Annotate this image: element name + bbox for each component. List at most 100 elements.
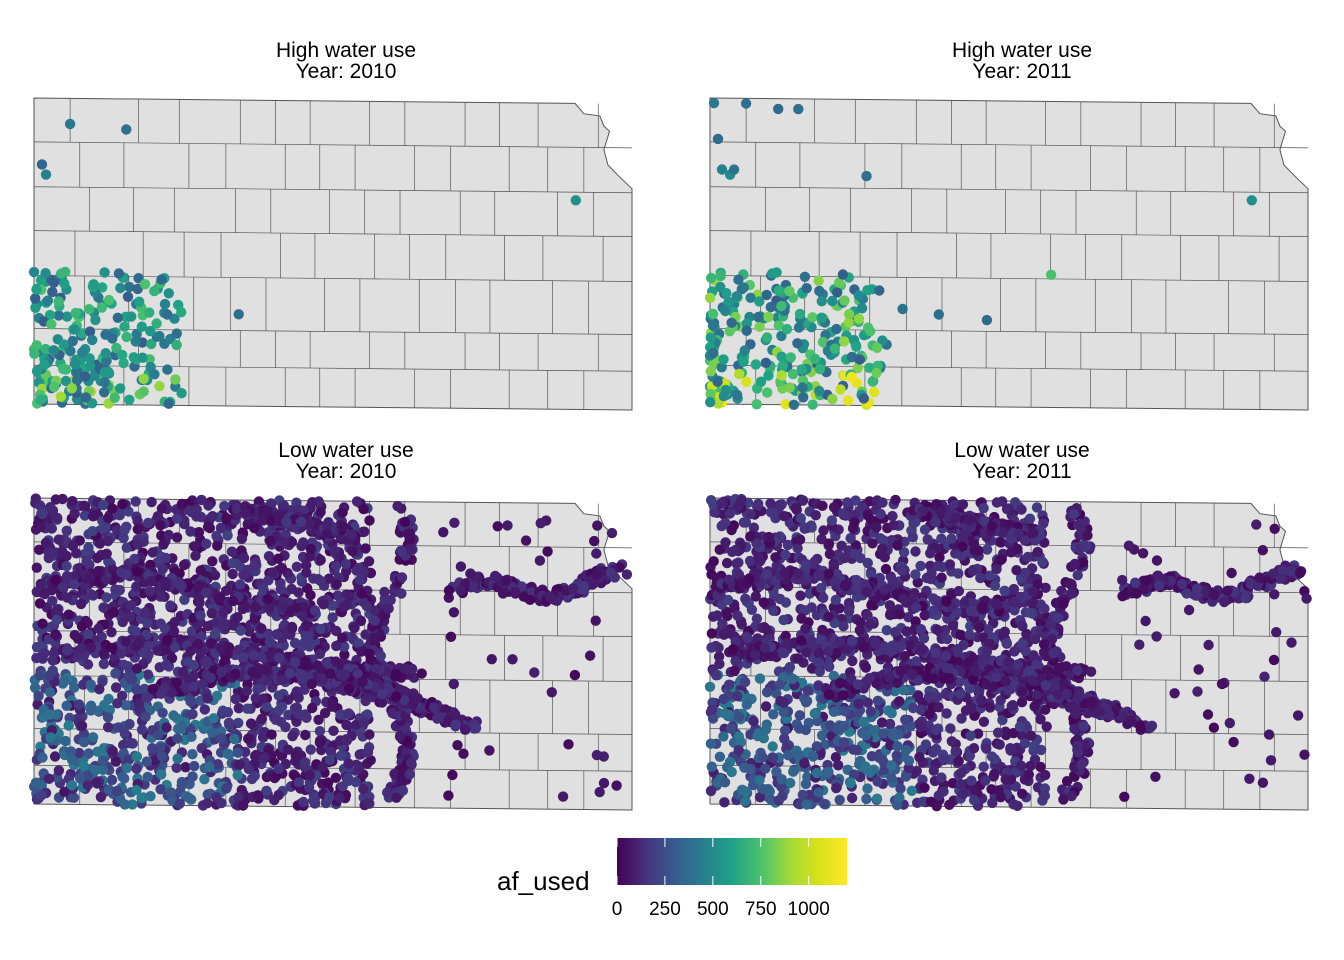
well-point (273, 705, 285, 716)
well-point (1017, 620, 1028, 632)
well-point (108, 607, 119, 618)
well-point (846, 351, 857, 363)
well-point (399, 694, 410, 706)
well-point (131, 684, 142, 695)
well-point (75, 598, 87, 610)
well-point (209, 628, 221, 640)
well-point (1039, 537, 1050, 548)
well-point (169, 642, 181, 653)
well-point (780, 597, 792, 608)
well-point (778, 707, 789, 718)
well-point (282, 744, 294, 755)
well-point (31, 365, 43, 377)
well-point (130, 496, 141, 507)
well-point (309, 605, 321, 616)
well-point (35, 394, 46, 405)
well-point (124, 718, 135, 730)
well-point (221, 585, 232, 596)
well-point (112, 698, 123, 709)
well-point (144, 307, 155, 318)
well-point (590, 615, 601, 626)
well-point (263, 744, 274, 755)
well-point (778, 614, 789, 626)
well-point (360, 543, 371, 554)
well-point (226, 546, 238, 557)
well-point (276, 562, 288, 574)
well-point (824, 548, 836, 560)
well-point (755, 376, 767, 387)
well-point (887, 510, 898, 522)
well-point (129, 553, 140, 565)
well-point (243, 763, 254, 775)
well-point (218, 606, 229, 618)
well-point (83, 629, 94, 640)
panel-high-2010: High water use Year: 2010 (26, 40, 666, 440)
well-point (1020, 645, 1031, 657)
well-point (171, 328, 182, 339)
well-point (293, 777, 304, 788)
well-point (82, 779, 93, 791)
well-point (712, 610, 723, 621)
well-point (397, 785, 409, 796)
well-point (356, 646, 367, 657)
well-point (187, 708, 198, 720)
well-point (341, 599, 352, 611)
well-point (871, 342, 883, 353)
well-point (933, 702, 944, 713)
well-point (57, 582, 69, 593)
well-point (207, 511, 218, 522)
well-point (122, 661, 134, 672)
well-point (199, 704, 210, 715)
well-point (298, 611, 309, 622)
well-point (245, 718, 257, 729)
well-point (87, 526, 98, 537)
well-point (932, 691, 943, 703)
well-point (331, 579, 342, 590)
well-point (534, 555, 546, 566)
well-point (335, 709, 346, 720)
well-point (121, 331, 132, 343)
well-point (713, 398, 724, 409)
well-point (578, 583, 590, 595)
well-point (171, 513, 183, 524)
well-point (257, 514, 268, 525)
well-point (183, 792, 194, 803)
well-point (307, 497, 318, 508)
well-point (862, 557, 873, 569)
well-point (178, 559, 190, 571)
well-point (944, 799, 955, 810)
well-point (875, 508, 886, 520)
well-point (306, 678, 317, 690)
well-point (97, 755, 109, 766)
well-point (768, 709, 779, 720)
well-point (364, 648, 375, 659)
well-point (235, 579, 246, 590)
panel-title-year: Year: 2011 (972, 60, 1072, 83)
well-point (1041, 721, 1052, 732)
well-point (492, 521, 503, 532)
well-point (131, 328, 142, 340)
well-point (886, 760, 897, 771)
well-point (276, 674, 287, 685)
well-point (356, 588, 367, 599)
well-point (301, 567, 312, 578)
well-point (212, 540, 223, 551)
well-point (118, 532, 129, 544)
well-point (866, 600, 877, 611)
well-point (343, 683, 355, 694)
well-point (329, 545, 340, 556)
well-point (327, 612, 338, 623)
well-point (68, 792, 80, 803)
well-point (846, 371, 857, 383)
well-point (936, 572, 947, 583)
well-point (338, 521, 349, 532)
well-point (314, 648, 326, 660)
well-point (227, 568, 238, 580)
well-point (88, 279, 99, 290)
well-point (232, 770, 243, 781)
well-point (394, 731, 406, 742)
well-point (365, 755, 376, 766)
well-point (110, 756, 122, 767)
well-point (66, 754, 78, 766)
well-point (368, 632, 380, 643)
